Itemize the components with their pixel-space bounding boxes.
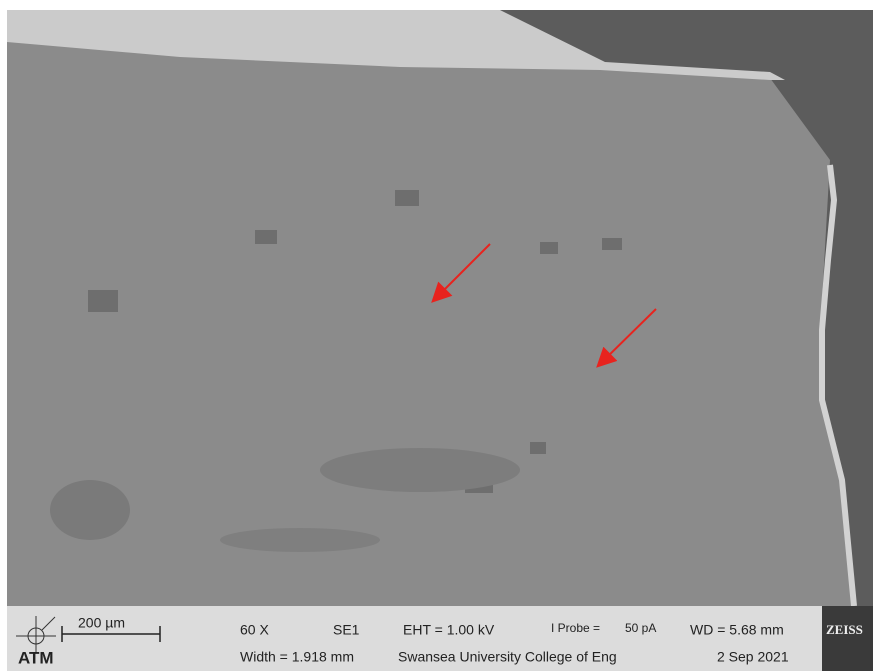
image-width: Width = 1.918 mm: [240, 649, 354, 665]
probe-label: I Probe =: [551, 621, 600, 635]
date: 2 Sep 2021: [717, 649, 789, 665]
magnification: 60 X: [240, 622, 269, 638]
institution: Swansea University College of Eng: [398, 649, 617, 665]
zeiss-logo: ZEISS: [826, 622, 863, 637]
sem-screenshot: ATM 200 µm 60 X SE1 EHT = 1.00 kV I Prob…: [0, 0, 879, 671]
sample: [7, 40, 852, 606]
atm-logo: ATM: [18, 648, 54, 667]
scale-label: 200 µm: [78, 615, 125, 631]
working-distance: WD = 5.68 mm: [690, 622, 784, 638]
info-bar: ATM 200 µm 60 X SE1 EHT = 1.00 kV I Prob…: [7, 606, 873, 671]
detector: SE1: [333, 622, 360, 638]
micrograph: [7, 10, 873, 606]
zeiss-logo-box: [822, 606, 873, 671]
probe-value: 50 pA: [625, 621, 656, 635]
eht: EHT = 1.00 kV: [403, 622, 495, 638]
